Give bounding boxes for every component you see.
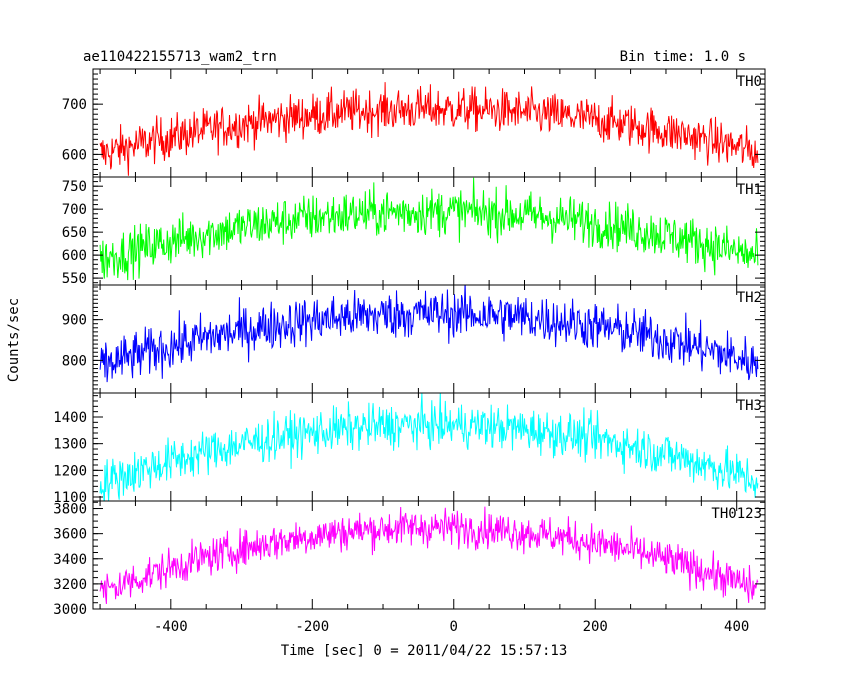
panel-th2: 800 900 TH2 bbox=[62, 284, 766, 394]
x-axis-label: Time [sec] 0 = 2011/04/22 15:57:13 bbox=[281, 643, 568, 659]
y-tick-label: 700 bbox=[62, 202, 87, 218]
series-line-th2 bbox=[99, 285, 759, 383]
series-label-th0: TH0 bbox=[737, 74, 762, 90]
y-axis-label: Counts/sec bbox=[6, 298, 22, 382]
series-label-th3: TH3 bbox=[737, 398, 762, 414]
series-label-th0123: TH0123 bbox=[711, 506, 762, 522]
panel-th0123: 3000 3200 3400 3600 3800 TH0123 bbox=[53, 500, 766, 618]
y-tick-label: 3600 bbox=[53, 527, 87, 543]
x-tick-label: -400 bbox=[154, 619, 188, 635]
y-tick-label: 900 bbox=[62, 313, 87, 329]
series-line-th3 bbox=[99, 393, 759, 501]
y-tick-label: 3800 bbox=[53, 502, 87, 518]
panel-th1: 550 600 650 700 750 TH1 bbox=[62, 176, 766, 287]
y-tick-label: 1400 bbox=[53, 410, 87, 426]
x-tick-label: -200 bbox=[295, 619, 329, 635]
y-tick-label: 3400 bbox=[53, 552, 87, 568]
chart-title: ae110422155713_wam2_trn bbox=[83, 49, 277, 65]
y-tick-label: 550 bbox=[62, 271, 87, 287]
series-label-th1: TH1 bbox=[737, 182, 762, 198]
y-tick-label: 600 bbox=[62, 248, 87, 264]
y-tick-label: 1200 bbox=[53, 463, 87, 479]
x-tick-label: 400 bbox=[724, 619, 749, 635]
series-line-th1 bbox=[99, 177, 759, 281]
y-tick-label: 1300 bbox=[53, 437, 87, 453]
y-tick-label: 650 bbox=[62, 225, 87, 241]
y-tick-label: 800 bbox=[62, 353, 87, 369]
series-label-th2: TH2 bbox=[737, 290, 762, 306]
x-tick-label: 200 bbox=[583, 619, 608, 635]
y-tick-label: 3000 bbox=[53, 602, 87, 618]
panels-group: 600 700 TH0 550 600 650 700 750 TH1 800 900 TH2 1100… bbox=[53, 68, 766, 635]
bin-time-label: Bin time: 1.0 s bbox=[620, 49, 746, 65]
panel-th3: 1100 1200 1300 1400 TH3 bbox=[53, 392, 766, 506]
series-line-th0123 bbox=[99, 506, 759, 605]
panel-frame bbox=[92, 500, 766, 610]
x-tick-label: 0 bbox=[450, 619, 458, 635]
panel-th0: 600 700 TH0 bbox=[62, 68, 766, 178]
y-tick-label: 600 bbox=[62, 147, 87, 163]
series-line-th0 bbox=[99, 82, 759, 176]
y-tick-label: 750 bbox=[62, 179, 87, 195]
y-tick-label: 3200 bbox=[53, 577, 87, 593]
y-tick-label: 1100 bbox=[53, 490, 87, 506]
y-tick-label: 700 bbox=[62, 97, 87, 113]
